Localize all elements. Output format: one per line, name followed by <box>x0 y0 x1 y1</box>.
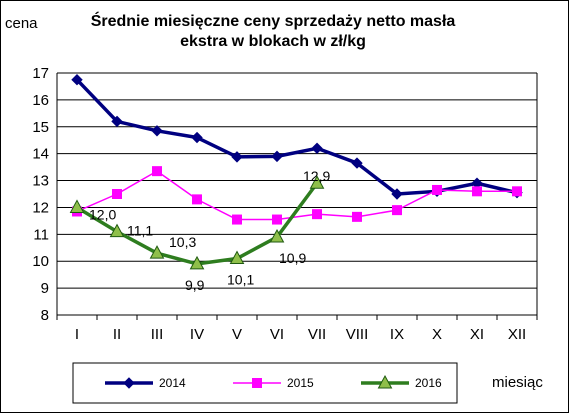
point-2015-XII <box>512 186 522 197</box>
point-2015-VII <box>312 209 322 220</box>
y-tick-label: 16 <box>32 92 49 109</box>
data-label-2016-VII: 12,9 <box>303 168 330 184</box>
point-2014-IV <box>191 131 203 144</box>
point-2014-III <box>151 125 163 137</box>
x-tick-label: XII <box>508 326 526 343</box>
x-tick-label: XI <box>470 326 484 343</box>
y-tick-label: 8 <box>41 307 49 324</box>
x-tick-label: II <box>113 326 121 343</box>
point-2014-V <box>231 151 243 163</box>
y-tick-label: 14 <box>32 146 49 163</box>
x-tick-label: X <box>432 326 442 343</box>
data-label-2016-III: 10,3 <box>169 234 196 250</box>
point-2015-VI <box>272 214 282 225</box>
point-2014-II <box>111 115 123 128</box>
point-2015-XI <box>472 186 482 197</box>
x-tick-label: V <box>232 326 242 343</box>
legend-marker-2016 <box>377 374 393 389</box>
legend: 2014 2015 2016 <box>72 362 458 404</box>
plot-background <box>57 73 537 315</box>
point-2016-VII <box>309 175 325 189</box>
series-line-2015 <box>76 170 517 221</box>
point-2015-V <box>232 214 242 225</box>
point-2014-VIII <box>351 157 363 169</box>
point-2014-VII <box>311 142 323 154</box>
x-tick-label: IV <box>190 326 204 343</box>
legend-label-2014: 2014 <box>159 376 186 390</box>
legend-label-2016: 2016 <box>415 376 442 390</box>
point-2015-VIII <box>352 211 362 222</box>
y-tick-label: 12 <box>32 199 49 216</box>
legend-marker-2015 <box>252 378 262 388</box>
data-label-2016-I: 12,0 <box>89 206 116 222</box>
x-tick-label: III <box>151 326 164 343</box>
data-label-2016-II: 11,1 <box>127 223 153 239</box>
point-2015-IX <box>392 205 402 216</box>
data-label-2016-IV: 9,9 <box>185 277 205 293</box>
x-tick-label: I <box>75 326 79 343</box>
data-label-2016-V: 10,1 <box>227 272 254 288</box>
chart-title-line-1: Średnie miesięczne ceny sprzedaży netto … <box>91 11 456 30</box>
x-tick-label: VII <box>308 326 326 343</box>
point-2015-III <box>152 166 162 177</box>
point-2016-IV <box>189 255 205 270</box>
point-2014-I <box>71 74 83 86</box>
point-2014-IX <box>391 188 403 200</box>
x-tick-label: IX <box>390 326 404 343</box>
legend-marker-2014 <box>123 377 135 389</box>
y-tick-label: 9 <box>41 280 49 297</box>
point-2015-IV <box>192 194 202 205</box>
point-2016-III <box>149 245 165 259</box>
point-2016-I <box>69 199 85 213</box>
y-tick-label: 10 <box>32 253 49 270</box>
data-label-2016-VI: 10,9 <box>279 250 306 266</box>
point-2016-VI <box>269 228 285 243</box>
chart-title-line-2: ekstra w blokach w zł/kg <box>180 33 366 50</box>
point-2014-VI <box>271 150 283 163</box>
y-tick-label: 17 <box>32 65 49 82</box>
point-2016-II <box>109 223 125 238</box>
y-tick-label: 11 <box>33 226 49 243</box>
point-2015-II <box>112 189 122 199</box>
legend-label-2015: 2015 <box>287 376 314 390</box>
x-tick-label: VI <box>270 326 284 343</box>
x-axis-title: miesiąc <box>492 374 543 391</box>
y-tick-label: 13 <box>32 173 49 190</box>
y-axis-title: cena <box>5 15 38 32</box>
x-tick-label: VIII <box>346 326 369 343</box>
point-2015-X <box>432 184 442 195</box>
point-2016-V <box>229 250 245 265</box>
y-tick-label: 15 <box>32 119 49 136</box>
